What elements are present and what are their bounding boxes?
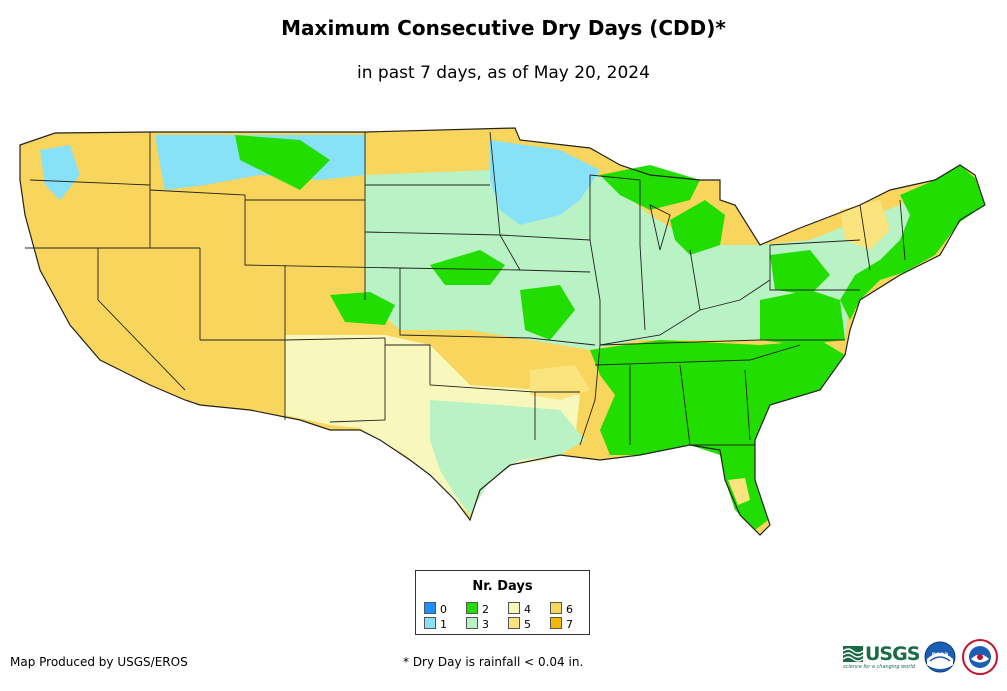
border-pa-ny xyxy=(769,239,861,291)
ohio-green-patch xyxy=(770,250,830,295)
legend-title: Nr. Days xyxy=(472,579,533,594)
border-mo-ar xyxy=(529,337,596,393)
border-tn-south xyxy=(594,344,801,366)
border-wa-or xyxy=(29,179,151,186)
legend-label: 5 xyxy=(524,618,531,631)
wisconsin-green-patch xyxy=(600,165,700,210)
usgs-waves-icon xyxy=(843,646,863,662)
arkansas-yellow-patch xyxy=(530,365,590,400)
nws-logo xyxy=(962,639,998,675)
legend-item: 3 xyxy=(466,617,489,631)
legend-swatch xyxy=(424,602,436,614)
missouri-green-patch xyxy=(520,285,575,340)
legend-label: 4 xyxy=(524,603,531,616)
legend-swatch xyxy=(550,617,562,629)
map-title: Maximum Consecutive Dry Days (CDD)* xyxy=(281,16,726,40)
border-ny-ne xyxy=(859,199,906,271)
border-ok-tx xyxy=(385,344,536,440)
border-dakotas xyxy=(364,184,501,236)
border-ky-tn xyxy=(599,339,761,346)
dry-day-footnote: * Dry Day is rainfall < 0.04 in. xyxy=(403,655,584,669)
border-ca-nv xyxy=(97,248,186,391)
border-wi-mi xyxy=(589,174,641,245)
legend-swatch xyxy=(466,617,478,629)
legend-swatch xyxy=(508,602,520,614)
legend-swatch xyxy=(508,617,520,629)
usgs-wordmark: USGS xyxy=(865,643,920,665)
legend: Nr. Days 0 1 2 3 4 5 6 7 xyxy=(415,570,590,635)
usgs-logo: USGS science for a changing world xyxy=(843,643,920,671)
border-mt-south xyxy=(149,189,365,201)
border-ms-al-ga xyxy=(629,364,751,446)
texas-light-green-region xyxy=(430,400,585,515)
border-ia-mo xyxy=(499,234,591,273)
map-subtitle: in past 7 days, as of May 20, 2024 xyxy=(357,63,650,83)
usgs-tagline: science for a changing world xyxy=(843,664,915,670)
noaa-logo: noaa xyxy=(924,641,956,673)
state-borders xyxy=(19,127,986,536)
legend-label: 1 xyxy=(440,618,447,631)
michigan-green-patch xyxy=(670,200,725,255)
legend-item: 4 xyxy=(508,602,531,616)
legend-item: 0 xyxy=(424,602,447,616)
svg-text:noaa: noaa xyxy=(932,651,949,658)
us-outline xyxy=(19,127,986,536)
legend-label: 7 xyxy=(566,618,573,631)
nebraska-green-patch xyxy=(430,250,505,285)
map-regions xyxy=(20,128,985,535)
legend-swatch xyxy=(466,602,478,614)
washington-blue-region xyxy=(40,145,80,200)
legend-label: 2 xyxy=(482,603,489,616)
legend-swatch xyxy=(424,617,436,629)
legend-label: 0 xyxy=(440,603,447,616)
northeast-green-region xyxy=(840,165,985,320)
florida-yellow-patch xyxy=(728,478,750,505)
border-ne-ks xyxy=(399,267,531,339)
montana-green-patch xyxy=(235,135,330,190)
legend-item: 2 xyxy=(466,602,489,616)
great-lakes-michigan xyxy=(649,204,671,251)
legend-label: 6 xyxy=(566,603,573,616)
border-wy-co xyxy=(244,200,401,269)
southeast-green-region xyxy=(590,340,845,530)
cdd-map xyxy=(19,127,986,536)
border-nm-tx xyxy=(329,338,386,423)
legend-item: 5 xyxy=(508,617,531,631)
minnesota-blue-region xyxy=(490,140,600,225)
virginia-green-region xyxy=(760,290,845,345)
border-mississippi xyxy=(579,175,601,446)
ny-yellow-patch xyxy=(840,200,890,250)
border-in-oh xyxy=(689,249,701,311)
legend-item: 7 xyxy=(550,617,573,631)
credit-text: Map Produced by USGS/EROS xyxy=(10,655,188,669)
legend-label: 3 xyxy=(482,618,489,631)
legend-item: 6 xyxy=(550,602,573,616)
kansas-green-patch xyxy=(330,292,395,325)
legend-swatch xyxy=(550,602,562,614)
legend-item: 1 xyxy=(424,617,447,631)
border-ohio-river xyxy=(599,279,771,346)
border-il-in xyxy=(639,244,646,331)
